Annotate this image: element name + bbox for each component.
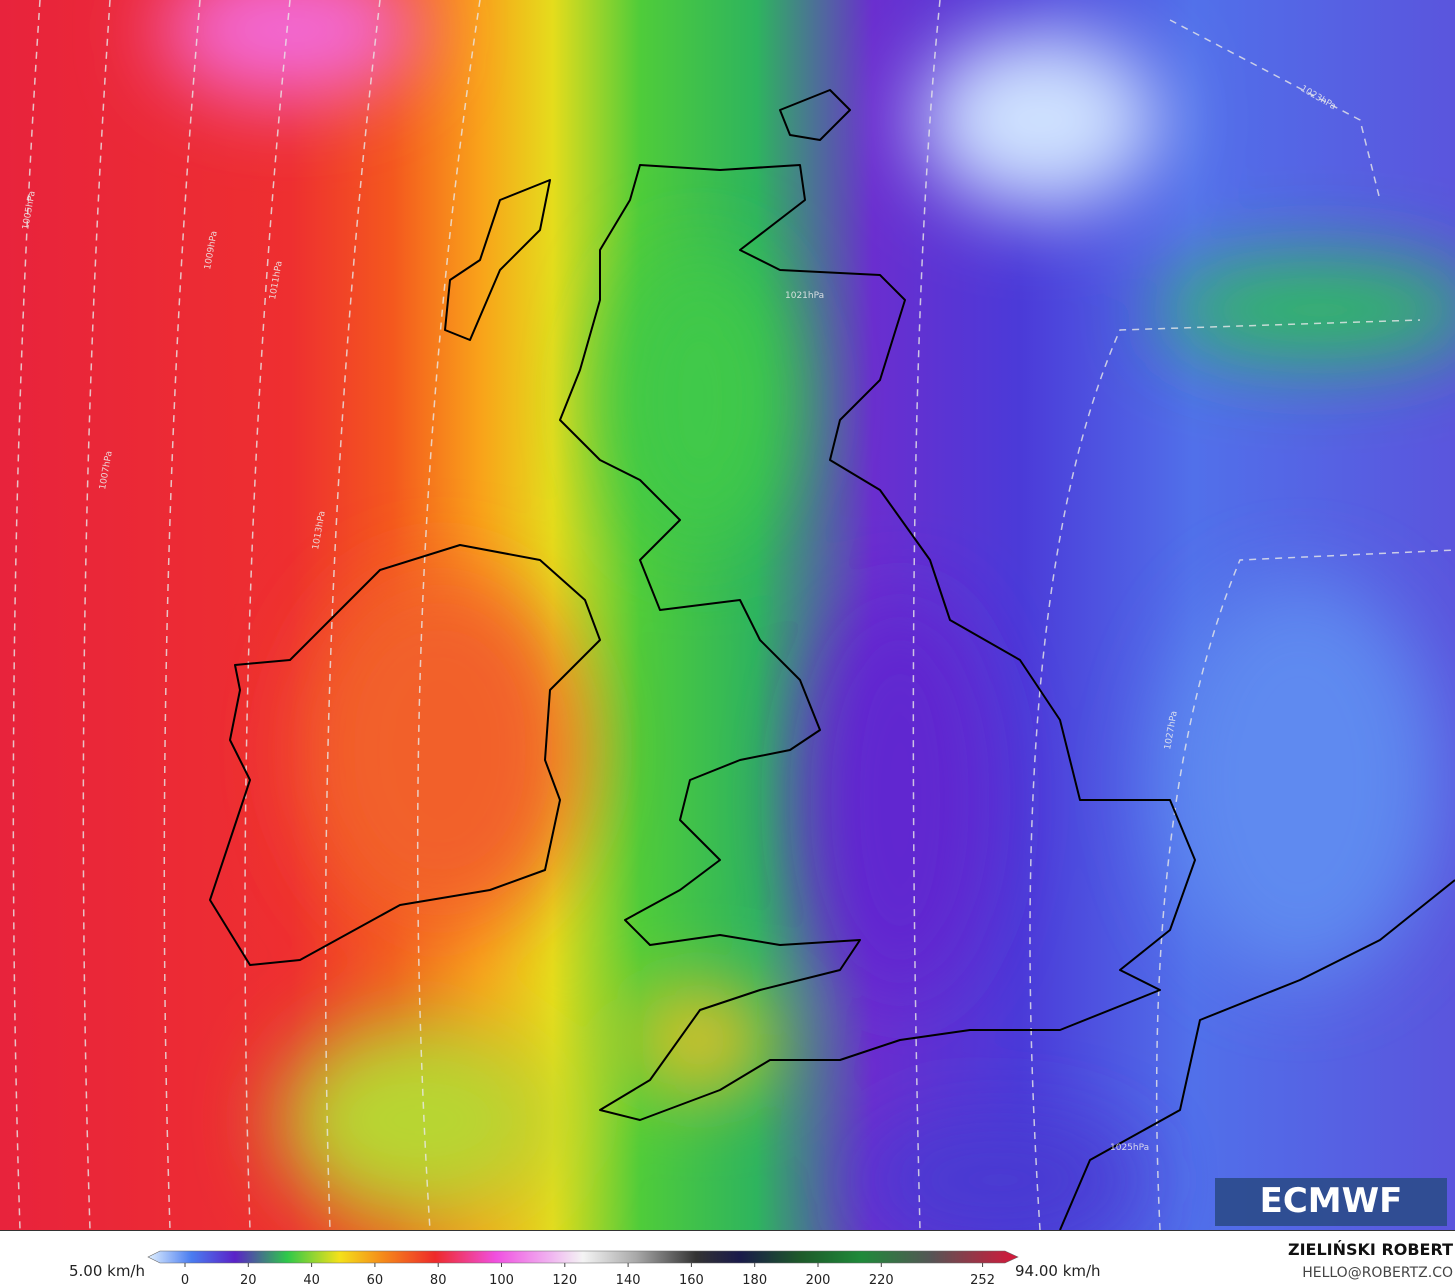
ireland-coast: [209, 544, 601, 966]
continent-coast: [1059, 879, 1455, 1230]
colorbar-min-label: 5.00 km/h: [69, 1262, 145, 1280]
colorbar-tick-label: 20: [240, 1273, 257, 1287]
isobars: [12, 0, 1455, 1230]
contact: HELLO@ROBERTZ.CO: [1302, 1265, 1453, 1281]
colorbar-tick-label: 80: [430, 1273, 447, 1287]
field-shading: [160, 0, 1455, 1230]
colorbar-tick-label: 252: [970, 1273, 995, 1287]
map: ECMWF: [0, 0, 1455, 1230]
britain-coast: [559, 164, 1196, 1121]
author: ZIELIŃSKI ROBERT: [1288, 1240, 1453, 1259]
colorbar: [147, 1250, 1019, 1264]
isobar-label: 1025hPa: [1110, 1143, 1149, 1153]
logo: ECMWF: [1260, 1181, 1403, 1221]
colorbar-tick-label: 100: [489, 1273, 514, 1287]
colorbar-tick-label: 0: [181, 1273, 189, 1287]
colorbar-tick-label: 40: [303, 1273, 320, 1287]
orkney-coast: [779, 89, 851, 141]
colorbar-tick-label: 160: [679, 1273, 704, 1287]
isobar-label: 1021hPa: [785, 291, 824, 301]
colorbar-max-label: 94.00 km/h: [1015, 1262, 1101, 1280]
colorbar-ticks: 0 20 40 60 80 100 120 140 160 180 200 220 252: [181, 1263, 995, 1287]
colorbar-tick-label: 140: [616, 1273, 641, 1287]
colorbar-tick-label: 180: [742, 1273, 767, 1287]
colorbar-tick-label: 120: [552, 1273, 577, 1287]
colorbar-tick-label: 200: [806, 1273, 831, 1287]
hebrides-coast: [444, 179, 551, 341]
colorbar-tick-label: 220: [869, 1273, 894, 1287]
logo-box: [1215, 1178, 1447, 1226]
colorbar-tick-label: 60: [367, 1273, 384, 1287]
